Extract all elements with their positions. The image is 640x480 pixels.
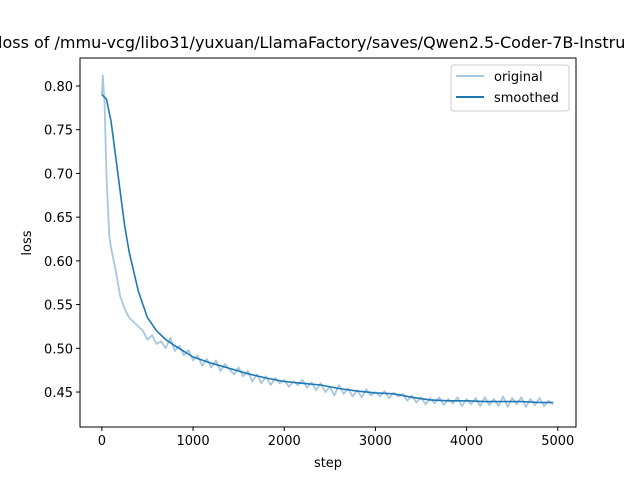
x-tick-label: 1000 bbox=[177, 434, 210, 449]
y-tick-label: 0.45 bbox=[44, 386, 73, 401]
y-tick-label: 0.50 bbox=[44, 342, 73, 357]
y-tick-label: 0.70 bbox=[44, 167, 73, 182]
x-tick-label: 3000 bbox=[359, 434, 392, 449]
y-tick-label: 0.75 bbox=[44, 124, 73, 139]
x-tick-label: 0 bbox=[98, 434, 106, 449]
y-tick-label: 0.80 bbox=[44, 80, 73, 95]
y-tick-label: 0.55 bbox=[44, 299, 73, 314]
series-line-smoothed bbox=[101, 94, 554, 404]
x-tick-label: 5000 bbox=[541, 434, 574, 449]
axes-frame bbox=[79, 57, 577, 428]
legend-label-original: original bbox=[494, 70, 543, 85]
series-line-original bbox=[101, 74, 554, 408]
x-tick-label: 2000 bbox=[268, 434, 301, 449]
axis-ticks: 0 1000 2000 3000 4000 5000 0.45 0.50 0.55 0.60 0.6… bbox=[44, 80, 574, 449]
chart-title: loss of /mmu-vcg/libo31/yuxuan/LlamaFact… bbox=[0, 33, 625, 52]
y-tick-label: 0.60 bbox=[44, 255, 73, 270]
x-tick-label: 4000 bbox=[450, 434, 483, 449]
legend-label-smoothed: smoothed bbox=[494, 91, 559, 106]
y-tick-label: 0.65 bbox=[44, 211, 73, 226]
legend: original smoothed bbox=[450, 64, 570, 112]
plot-area bbox=[101, 74, 554, 408]
y-axis-label: loss bbox=[20, 230, 35, 255]
x-axis-label: step bbox=[314, 456, 342, 471]
